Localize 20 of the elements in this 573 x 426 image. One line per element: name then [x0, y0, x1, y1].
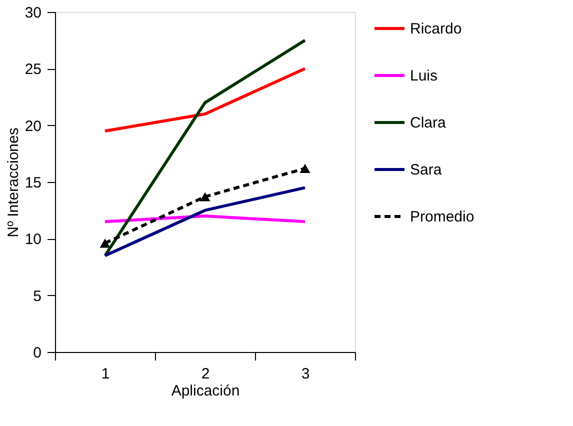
point [100, 238, 110, 248]
legend-label: Clara [410, 114, 446, 132]
y-tick-label: 5 [33, 288, 42, 305]
x-tick-label: 3 [301, 366, 310, 382]
y-tick-label: 20 [24, 118, 42, 135]
y-tick-label: 25 [24, 61, 42, 78]
y-tick-label: 15 [24, 174, 42, 192]
x-tick-label: 2 [201, 366, 210, 382]
point [300, 164, 310, 173]
y-axis-title: Nº Interacciones [4, 128, 22, 238]
point [200, 192, 210, 202]
legend-label: Promedio [410, 208, 474, 226]
legend-label: Sara [410, 162, 442, 178]
y-tick-label: 0 [33, 344, 42, 362]
x-tick-label: 1 [101, 366, 110, 382]
legend-label: Ricardo [410, 20, 462, 38]
y-tick-label: 30 [24, 4, 42, 22]
y-tick-label: 10 [24, 231, 42, 248]
legend-label: Luis [410, 68, 438, 84]
x-axis-title: Aplicación [171, 382, 240, 400]
